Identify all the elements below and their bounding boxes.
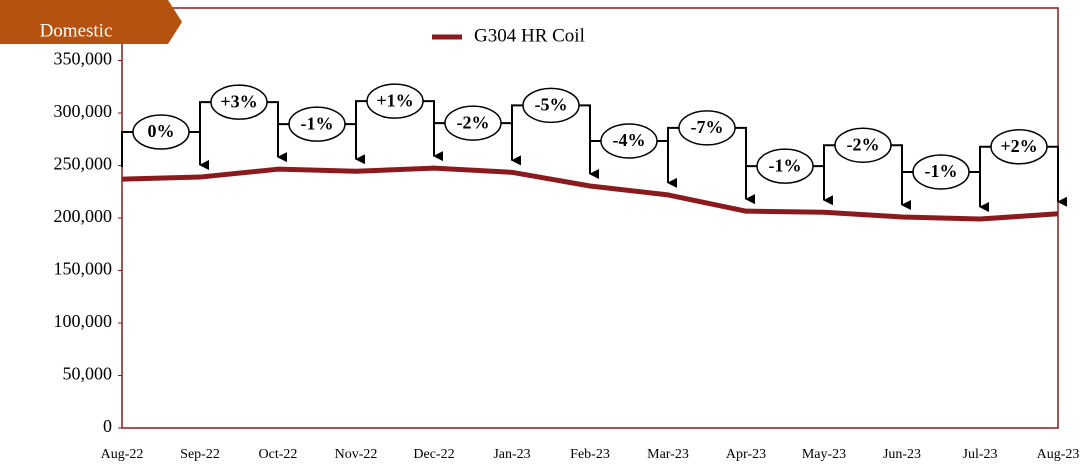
legend-label: G304 HR Coil	[474, 25, 585, 46]
data-line	[121, 165, 1059, 222]
y-tick-label: 200,000	[54, 206, 113, 226]
annotation-label: -1%	[769, 155, 802, 175]
plot-content: 0 50,000 100,000 150,000 200,000 250,000 300,0…	[54, 0, 1080, 462]
annotation-bubble	[834, 127, 892, 163]
x-tick-label: Dec-22	[413, 447, 454, 462]
annotation-label: -2%	[847, 134, 880, 154]
x-tick-label: Mar-23	[647, 447, 689, 462]
annotation-label: +2%	[1000, 136, 1037, 156]
annotation-bubble	[444, 105, 502, 141]
x-tick-label: Nov-22	[335, 447, 378, 462]
x-tick-label: Apr-23	[726, 447, 766, 462]
annotation-label: -5%	[535, 94, 568, 114]
y-tick-label: 150,000	[54, 259, 113, 279]
annotation-label: +3%	[220, 91, 257, 111]
y-tick-label: 300,000	[54, 101, 113, 121]
annotation-label: -7%	[691, 117, 724, 137]
annotation-bubble	[210, 84, 268, 120]
annotation-label: -1%	[925, 161, 958, 181]
x-tick-label: Jan-23	[493, 447, 530, 462]
x-tick-label: Jun-23	[883, 447, 921, 462]
x-tick-label: Oct-22	[259, 447, 298, 462]
annotation-label: +1%	[376, 90, 413, 110]
annotation-label: -1%	[301, 113, 334, 133]
annotation-bubble	[132, 114, 190, 150]
y-tick-label: 100,000	[54, 311, 113, 331]
annotation-bubble	[600, 123, 658, 159]
y-tick-label: 0	[103, 416, 112, 436]
annotation-label: -4%	[613, 130, 646, 150]
y-tick-label: 350,000	[54, 49, 113, 69]
tag-background	[0, 0, 182, 44]
annotation-label: -2%	[457, 112, 490, 132]
x-tick-label: Aug-22	[101, 447, 144, 462]
tag-label: Domestic	[40, 20, 113, 41]
annotation-bubble	[912, 154, 970, 190]
annotation-bubble	[522, 87, 580, 124]
y-tick-label: 250,000	[54, 154, 113, 174]
annotation-bubble	[678, 110, 736, 146]
annotation-bubble	[288, 106, 346, 142]
x-tick-label: Aug-23	[1037, 447, 1080, 462]
annotation-label: 0%	[148, 121, 175, 141]
y-tick-label: 50,000	[63, 364, 113, 384]
annotation-bubble	[366, 83, 424, 119]
annotation-bubble	[990, 129, 1048, 165]
x-tick-label: Feb-23	[570, 447, 610, 462]
annotation-bubble	[756, 148, 814, 184]
x-tick-label: Jul-23	[963, 447, 998, 462]
x-tick-label: Sep-22	[180, 447, 220, 462]
x-tick-label: May-23	[802, 447, 846, 462]
